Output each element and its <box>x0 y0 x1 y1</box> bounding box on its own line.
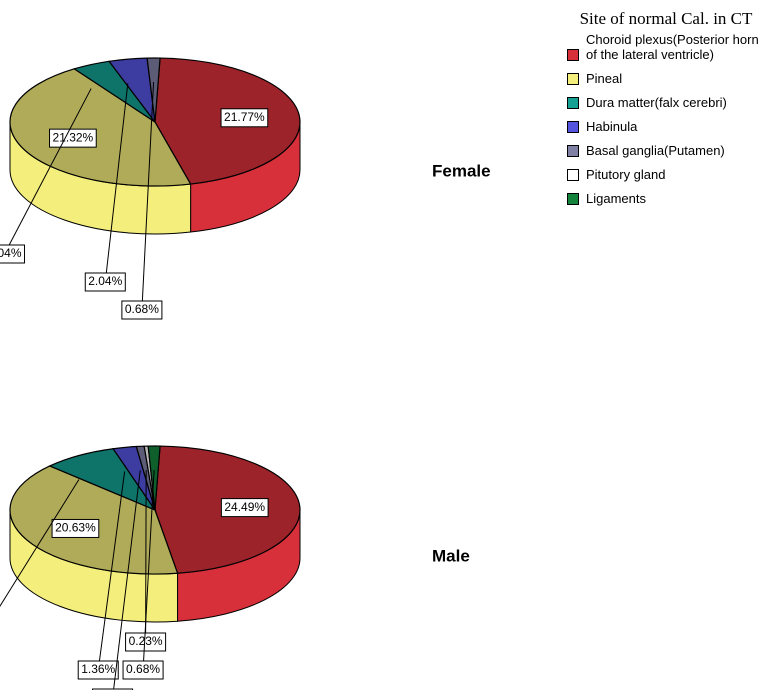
legend-label: Habinula <box>586 119 638 134</box>
data-label: 0.68% <box>125 302 159 316</box>
data-label-box <box>220 108 269 128</box>
legend-label: Pineal <box>586 71 623 86</box>
data-label: 21.77% <box>224 110 265 124</box>
legend-entry: Choroid plexus(Posterior horn of the lat… <box>560 32 766 62</box>
legend-entry: Habinula <box>560 119 766 134</box>
data-label-box <box>0 244 25 264</box>
legend-title: Site of normal Cal. in CT <box>579 9 753 28</box>
data-label: 24.49% <box>224 500 265 514</box>
data-label-box <box>220 498 269 518</box>
legend-entry: Dura matter(falx cerebri) <box>560 95 766 110</box>
leader-line <box>4 88 92 255</box>
data-label-box <box>121 300 163 320</box>
legend-label: Ligaments <box>586 191 646 206</box>
legend-swatch <box>567 169 579 181</box>
pie-title: Female <box>432 161 491 180</box>
legend-label: Basal ganglia(Putamen) <box>586 143 725 158</box>
pie-title: Male <box>432 546 470 565</box>
leader-line <box>141 81 155 311</box>
data-label-box <box>51 518 100 538</box>
leader-line <box>104 83 129 283</box>
legend-swatch <box>567 49 579 61</box>
leader-line <box>97 471 126 671</box>
data-label: 0.23% <box>129 634 163 648</box>
data-label-box <box>49 128 97 148</box>
legend: Site of normal Cal. in CT Choroid plexus… <box>560 8 772 215</box>
legend-swatch <box>567 193 579 205</box>
legend-entry: Pitutory gland <box>560 167 766 182</box>
legend-label: Pitutory gland <box>586 167 666 182</box>
legend-swatch <box>567 97 579 109</box>
legend-swatch <box>567 145 579 157</box>
leader-line <box>113 470 141 690</box>
data-label: 1.36% <box>81 662 115 676</box>
legend-swatch <box>567 73 579 85</box>
legend-entry: Basal ganglia(Putamen) <box>560 143 766 158</box>
legend-entry: Pineal <box>560 71 766 86</box>
data-label-box <box>77 660 119 680</box>
legend-entry: Ligaments <box>560 191 766 206</box>
legend-label: Dura matter(falx cerebri) <box>586 95 727 110</box>
data-label: 2.04% <box>88 274 122 288</box>
legend-label: Choroid plexus(Posterior horn of the lat… <box>586 32 759 62</box>
leader-line <box>145 470 147 643</box>
data-label: 2.04% <box>0 246 22 260</box>
data-label-box <box>122 660 164 680</box>
data-label: 0.68% <box>126 662 160 676</box>
leader-line <box>142 469 155 671</box>
data-label-box <box>84 272 126 292</box>
leader-line <box>0 479 80 608</box>
data-label: 20.63% <box>55 521 96 535</box>
legend-swatch <box>567 121 579 133</box>
data-label: 21.32% <box>53 130 94 144</box>
